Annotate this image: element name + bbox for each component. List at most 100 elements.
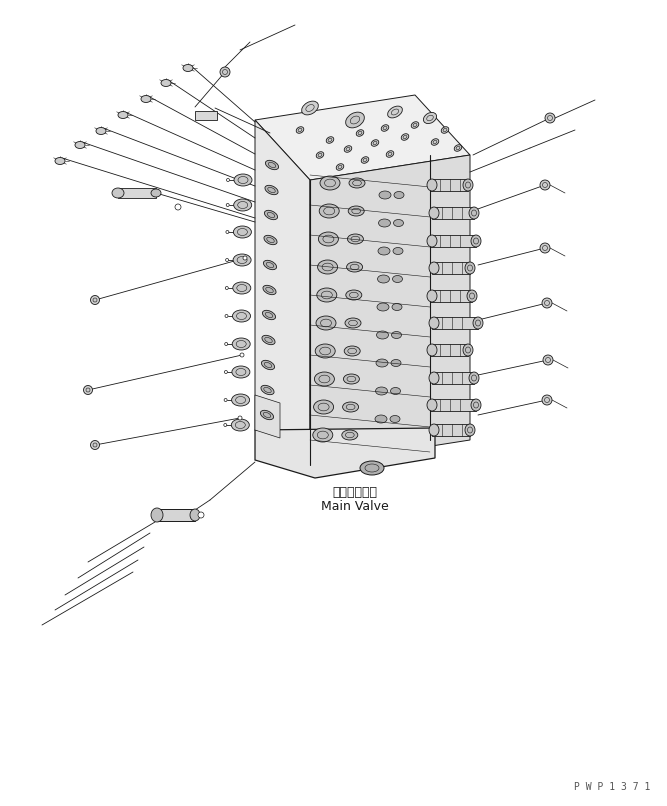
Circle shape [226,231,229,234]
Circle shape [240,353,244,357]
Ellipse shape [469,372,479,384]
Ellipse shape [260,410,273,420]
Ellipse shape [336,164,344,170]
Ellipse shape [432,139,439,145]
Circle shape [175,204,181,210]
Circle shape [198,512,204,518]
Circle shape [91,296,99,305]
Bar [432,207,474,219]
Ellipse shape [427,290,437,302]
Ellipse shape [231,394,249,406]
Bar [430,179,468,191]
Bar [430,290,472,302]
Ellipse shape [429,317,439,329]
Ellipse shape [375,415,387,423]
Ellipse shape [233,282,251,294]
Ellipse shape [233,310,251,322]
Ellipse shape [362,156,369,164]
Ellipse shape [118,111,128,118]
Ellipse shape [344,346,360,356]
Ellipse shape [429,207,439,219]
Circle shape [224,371,227,373]
Bar [432,317,478,329]
Ellipse shape [382,125,389,131]
Ellipse shape [377,303,389,311]
Ellipse shape [412,122,419,128]
Ellipse shape [346,112,364,128]
Circle shape [542,298,552,308]
Ellipse shape [463,344,473,356]
Ellipse shape [319,204,340,218]
Ellipse shape [233,226,251,238]
Ellipse shape [183,64,193,72]
Bar [118,188,156,198]
Text: P W P 1 3 7 1: P W P 1 3 7 1 [574,782,650,792]
Circle shape [226,203,229,206]
Ellipse shape [393,247,403,255]
Ellipse shape [320,176,340,190]
Ellipse shape [318,232,338,246]
Circle shape [225,343,227,346]
Ellipse shape [454,145,462,152]
Ellipse shape [427,235,437,247]
Ellipse shape [386,151,394,157]
Polygon shape [310,155,470,465]
Ellipse shape [424,112,437,123]
Ellipse shape [390,388,400,394]
Ellipse shape [313,400,334,414]
Ellipse shape [376,331,388,339]
Circle shape [243,256,247,260]
Ellipse shape [360,461,384,475]
Ellipse shape [151,508,163,522]
Ellipse shape [467,290,477,302]
Circle shape [225,286,228,289]
Ellipse shape [356,130,364,136]
Ellipse shape [465,424,475,436]
Ellipse shape [190,509,200,521]
Circle shape [225,314,228,318]
Ellipse shape [469,207,479,219]
Bar [432,372,474,384]
Ellipse shape [265,160,279,170]
Ellipse shape [231,419,249,431]
Circle shape [91,441,99,450]
Ellipse shape [263,260,277,270]
Ellipse shape [345,318,361,328]
Ellipse shape [316,152,323,158]
Ellipse shape [55,157,65,164]
Ellipse shape [161,80,171,86]
Ellipse shape [264,210,277,220]
Ellipse shape [346,290,362,300]
Ellipse shape [233,254,251,266]
Circle shape [220,67,230,77]
Polygon shape [255,95,470,180]
Bar [432,424,470,436]
Circle shape [545,113,555,123]
Ellipse shape [342,430,358,440]
Circle shape [227,178,229,181]
Ellipse shape [388,106,402,118]
Ellipse shape [317,288,337,302]
Ellipse shape [392,276,402,282]
Bar [430,235,476,247]
Ellipse shape [372,139,379,146]
Ellipse shape [392,331,402,339]
Ellipse shape [378,275,390,283]
Ellipse shape [234,174,252,186]
Ellipse shape [394,192,404,198]
Ellipse shape [429,424,439,436]
Ellipse shape [376,387,388,395]
Ellipse shape [442,127,449,133]
Ellipse shape [376,359,388,367]
Circle shape [225,259,229,261]
Ellipse shape [314,372,334,386]
Circle shape [540,243,550,253]
Circle shape [542,395,552,405]
Ellipse shape [427,179,437,191]
Ellipse shape [326,137,334,143]
Ellipse shape [263,285,276,295]
Circle shape [543,355,553,365]
Circle shape [83,385,93,394]
Ellipse shape [112,188,124,198]
Text: Main Valve: Main Valve [321,501,389,513]
